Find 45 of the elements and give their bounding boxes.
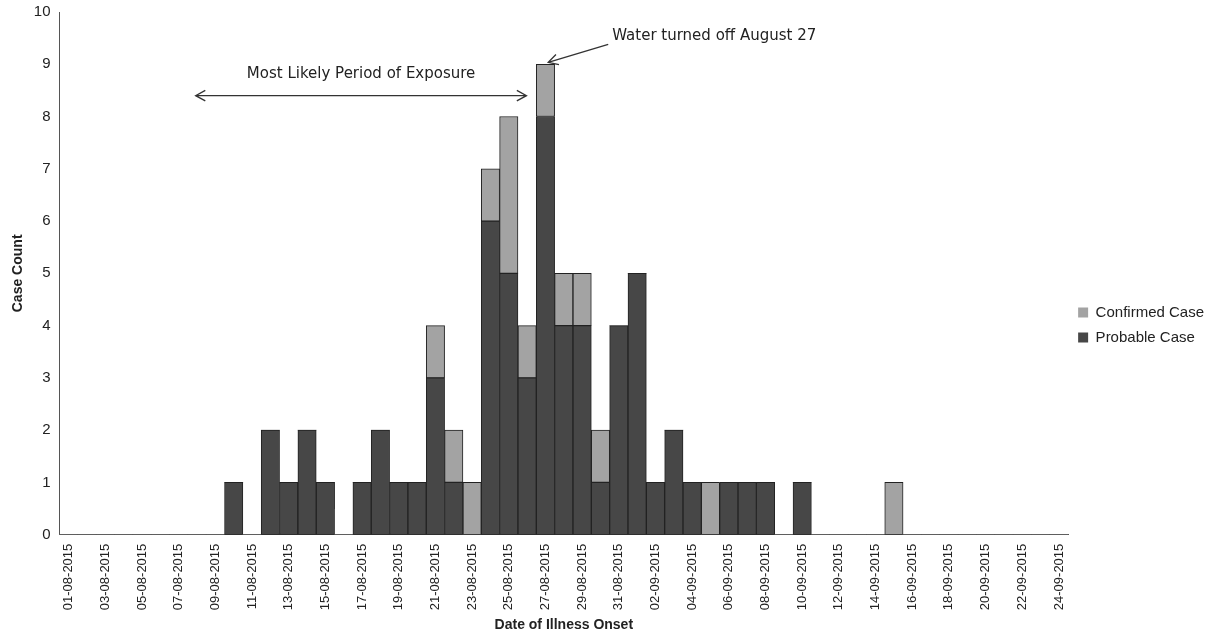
x-tick-label: 29-08-2015 xyxy=(573,543,589,611)
y-tick-label: 6 xyxy=(42,211,51,229)
y-axis-title: Case Count xyxy=(9,234,26,313)
x-tick-label: 16-09-2015 xyxy=(903,543,919,611)
x-tick-label: 21-08-2015 xyxy=(427,543,443,611)
x-tick-label: 15-08-2015 xyxy=(316,543,332,611)
y-tick-label: 4 xyxy=(42,315,51,333)
y-tick-label: 3 xyxy=(42,368,51,386)
x-tick-label: 01-08-2015 xyxy=(60,543,76,611)
x-tick-label: 17-08-2015 xyxy=(353,543,369,611)
legend-label: Probable Case xyxy=(1095,327,1195,345)
x-tick-label: 20-09-2015 xyxy=(977,543,993,611)
x-tick-label: 13-08-2015 xyxy=(280,543,296,611)
x-tick-label: 23-08-2015 xyxy=(463,543,479,611)
x-tick-label: 09-08-2015 xyxy=(206,543,222,611)
x-tick-label: 10-09-2015 xyxy=(793,543,809,611)
x-axis-title: Date of Illness Onset xyxy=(494,616,634,633)
y-tick-label: 7 xyxy=(42,158,51,176)
x-tick-label: 05-08-2015 xyxy=(133,543,149,611)
x-tick-label: 27-08-2015 xyxy=(537,543,553,611)
legend-label: Confirmed Case xyxy=(1095,302,1205,320)
x-tick-label: 22-09-2015 xyxy=(1013,543,1029,611)
x-tick-label: 24-09-2015 xyxy=(1050,543,1066,611)
x-tick-label: 07-08-2015 xyxy=(170,543,186,611)
x-tick-label: 11-08-2015 xyxy=(243,543,259,610)
annotation: Most Likely Period of Exposure xyxy=(246,63,476,82)
y-tick-label: 5 xyxy=(42,263,51,281)
y-tick-label: 1 xyxy=(42,472,51,490)
x-tick-label: 02-09-2015 xyxy=(647,543,663,611)
x-tick-label: 14-09-2015 xyxy=(867,543,883,611)
y-tick-label: 10 xyxy=(33,2,51,20)
x-tick-label: 06-09-2015 xyxy=(720,543,736,611)
x-tick-label: 18-09-2015 xyxy=(940,543,956,611)
x-tick-label: 08-09-2015 xyxy=(757,543,773,611)
x-tick-label: 12-09-2015 xyxy=(830,543,846,611)
x-tick-label: 03-08-2015 xyxy=(96,543,112,611)
y-tick-label: 2 xyxy=(42,420,51,438)
y-tick-label: 8 xyxy=(42,106,51,124)
x-tick-label: 25-08-2015 xyxy=(500,543,516,611)
y-tick-label: 0 xyxy=(42,524,51,542)
x-tick-label: 31-08-2015 xyxy=(610,543,626,611)
annotation: Water turned off August 27 xyxy=(612,26,817,45)
y-tick-label: 9 xyxy=(42,54,51,72)
x-tick-label: 19-08-2015 xyxy=(390,543,406,611)
x-tick-label: 04-09-2015 xyxy=(683,543,699,611)
